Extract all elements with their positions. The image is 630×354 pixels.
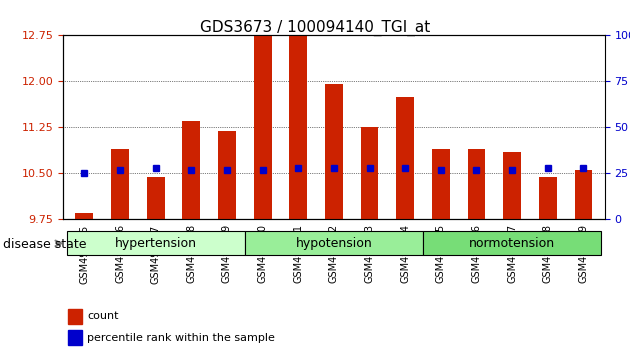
- Bar: [503, 152, 521, 219]
- Bar: [396, 97, 414, 219]
- Bar: [254, 35, 272, 219]
- Bar: [289, 14, 307, 219]
- Text: hypertension: hypertension: [115, 237, 197, 250]
- Bar: [575, 170, 592, 219]
- FancyBboxPatch shape: [423, 232, 601, 255]
- Text: percentile rank within the sample: percentile rank within the sample: [88, 332, 275, 343]
- Text: GDS3673 / 100094140_TGI_at: GDS3673 / 100094140_TGI_at: [200, 19, 430, 36]
- Bar: [360, 127, 379, 219]
- FancyBboxPatch shape: [245, 232, 423, 255]
- Bar: [432, 149, 450, 219]
- Bar: [111, 149, 129, 219]
- Bar: [218, 131, 236, 219]
- Bar: [147, 177, 164, 219]
- Bar: [76, 213, 93, 219]
- Bar: [69, 309, 82, 324]
- Bar: [325, 85, 343, 219]
- Bar: [69, 330, 82, 345]
- FancyBboxPatch shape: [67, 232, 245, 255]
- Bar: [183, 121, 200, 219]
- Text: count: count: [88, 311, 119, 321]
- Text: disease state: disease state: [3, 238, 87, 251]
- Text: normotension: normotension: [469, 237, 555, 250]
- Bar: [467, 149, 485, 219]
- Bar: [539, 177, 557, 219]
- Text: hypotension: hypotension: [295, 237, 372, 250]
